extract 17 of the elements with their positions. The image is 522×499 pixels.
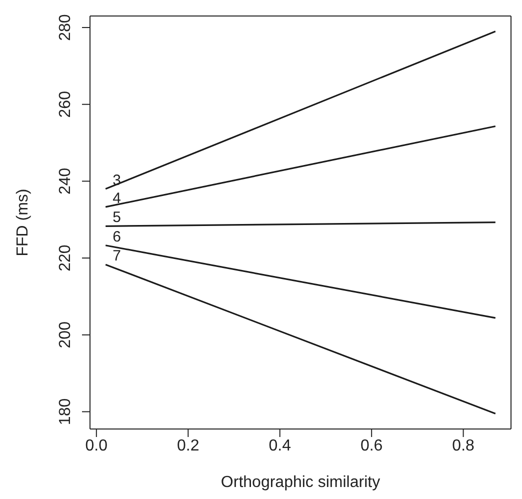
x-tick-label: 0.8 <box>452 437 475 454</box>
y-tick-label: 200 <box>57 321 74 348</box>
series-label: 4 <box>112 190 121 207</box>
x-tick-label: 0.6 <box>360 437 383 454</box>
x-tick-label: 0.4 <box>268 437 292 454</box>
series-label: 5 <box>112 209 121 226</box>
series-label: 6 <box>112 228 121 246</box>
x-tick-label: 0.0 <box>85 437 108 454</box>
x-axis-title: Orthographic similarity <box>220 474 380 491</box>
series-label: 7 <box>112 248 121 265</box>
y-tick-label: 240 <box>57 168 74 195</box>
y-tick-label: 220 <box>57 244 74 272</box>
y-tick-label: 260 <box>57 90 74 118</box>
y-tick-label: 280 <box>57 14 74 41</box>
y-tick-label: 180 <box>57 398 74 426</box>
y-axis-title: FFD (ms) <box>14 188 32 256</box>
x-tick-label: 0.2 <box>177 437 200 454</box>
